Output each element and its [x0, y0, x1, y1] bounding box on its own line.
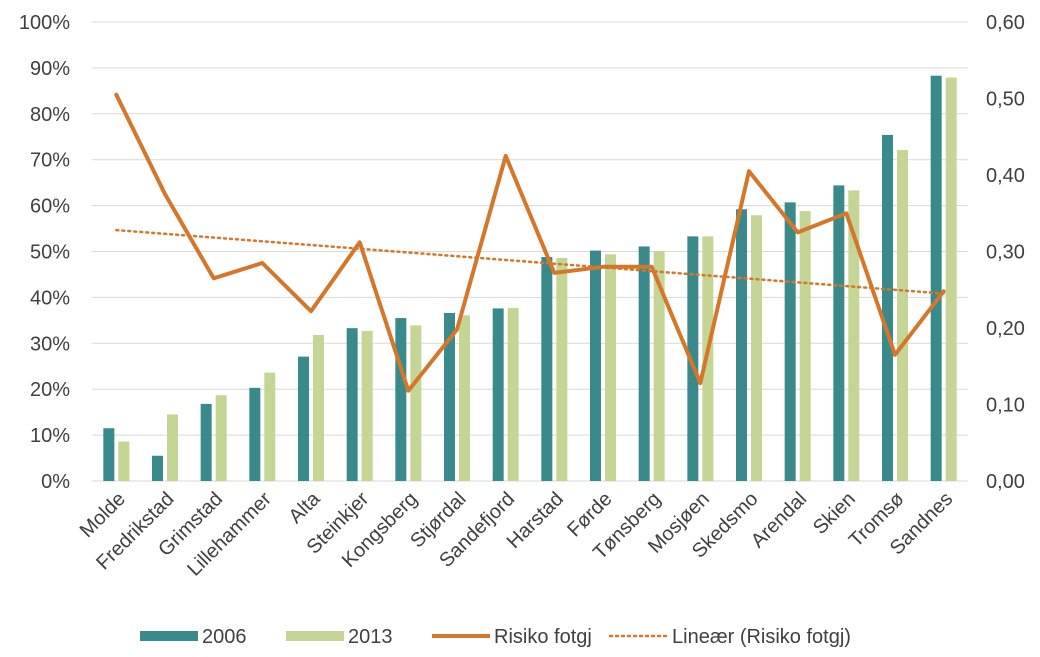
left-tick-label: 60%	[30, 196, 70, 218]
left-tick-label: 40%	[30, 287, 70, 309]
left-tick-label: 100%	[19, 12, 70, 34]
legend-label: 2006	[202, 626, 247, 648]
legend-item: 2013	[286, 626, 393, 648]
bar-2013-Tromsø	[897, 150, 908, 481]
bar-2013-Arendal	[799, 211, 811, 481]
category-label: Alta	[285, 487, 326, 528]
bar-2006-Skedsmo	[736, 209, 747, 481]
trendline	[115, 228, 945, 295]
left-tick-label: 80%	[30, 104, 70, 126]
right-tick-label: 0,20	[986, 318, 1025, 340]
left-tick-label: 0%	[41, 471, 70, 493]
right-tick-label: 0,00	[986, 471, 1025, 493]
bar-2013-Harstad	[556, 257, 568, 481]
bar-2006-Stjørdal	[444, 313, 455, 481]
bar-2006-Arendal	[784, 202, 796, 481]
bar-2013-Skien	[848, 190, 860, 481]
legend-swatch	[286, 631, 344, 641]
legend-label: 2013	[348, 626, 393, 648]
bar-2006-Molde	[103, 428, 115, 481]
left-tick-label: 50%	[30, 242, 70, 264]
legend-item: Risiko fotgj	[432, 626, 592, 648]
bars	[103, 75, 957, 482]
bar-2013-Tønsberg	[653, 251, 665, 481]
legend-swatch	[140, 631, 198, 641]
right-axis: 0,00 0,10 0,20 0,30 0,40 0,50 0,60	[986, 12, 1025, 493]
bar-2013-Kongsberg	[410, 325, 422, 481]
bar-2013-Molde	[118, 441, 130, 481]
bar-2013-Førde	[605, 254, 616, 481]
left-axis: 0% 10% 20% 30% 40% 50% 60% 70% 80% 90% 100%	[19, 12, 70, 493]
bar-2006-Mosjøen	[687, 236, 699, 481]
legend-item: Lineær (Risiko fotgj)	[608, 626, 851, 648]
legend: 2006 2013 Risiko fotgj Lineær (Risiko fotgj…	[140, 626, 851, 648]
bar-2006-Tønsberg	[638, 246, 650, 481]
legend-label: Lineær (Risiko fotgj)	[672, 626, 851, 648]
bar-2006-Tromsø	[882, 134, 893, 481]
left-tick-label: 20%	[30, 379, 70, 401]
bar-2013-Sandnes	[945, 77, 957, 481]
bar-2006-Sandnes	[930, 75, 942, 481]
line-risiko-fotgj	[114, 92, 946, 393]
bar-2006-Kongsberg	[395, 318, 407, 481]
left-tick-label: 10%	[30, 425, 70, 447]
bar-2006-Fredrikstad	[152, 455, 163, 481]
bar-2013-Lillehammer	[264, 372, 276, 481]
gridlines	[92, 21, 968, 482]
right-tick-label: 0,40	[986, 165, 1025, 187]
bar-2006-Førde	[590, 250, 601, 481]
legend-item: 2006	[140, 626, 247, 648]
right-tick-label: 0,50	[986, 89, 1025, 111]
right-tick-label: 0,10	[986, 395, 1025, 417]
left-tick-label: 90%	[30, 58, 70, 80]
bar-2006-Lillehammer	[249, 387, 261, 481]
left-tick-label: 70%	[30, 150, 70, 172]
bar-2006-Grimstad	[200, 403, 212, 481]
bar-2013-Fredrikstad	[167, 414, 178, 481]
trendline-risiko	[115, 228, 945, 295]
bar-2013-Grimstad	[215, 395, 227, 481]
bar-2013-Stjørdal	[459, 315, 470, 481]
legend-label: Risiko fotgj	[494, 626, 592, 648]
bar-2013-Sandefjord	[507, 307, 519, 481]
bar-2013-Alta	[313, 335, 324, 481]
right-tick-label: 0,60	[986, 12, 1025, 34]
bar-2006-Steinkjer	[346, 328, 358, 481]
right-tick-label: 0,30	[986, 242, 1025, 264]
bar-2006-Skien	[833, 185, 845, 482]
bar-2013-Steinkjer	[361, 330, 373, 481]
bar-2006-Harstad	[541, 257, 553, 481]
left-tick-label: 30%	[30, 333, 70, 355]
bar-2013-Skedsmo	[751, 215, 762, 481]
bar-2006-Sandefjord	[492, 308, 504, 481]
bar-2006-Alta	[298, 356, 309, 481]
risk-line	[114, 92, 946, 393]
